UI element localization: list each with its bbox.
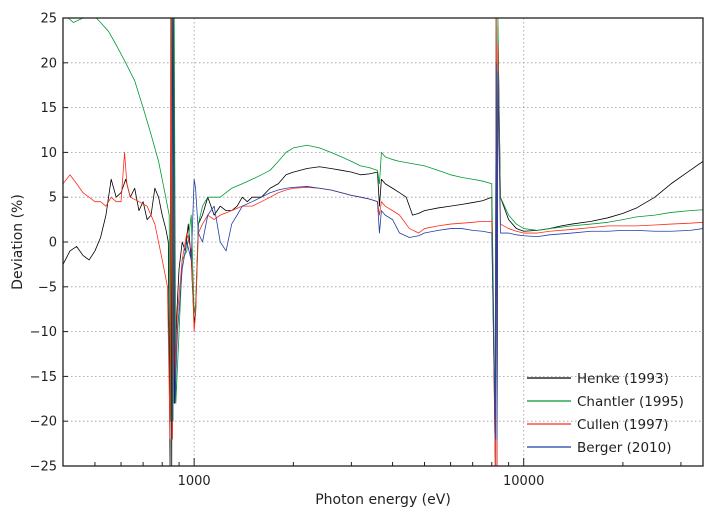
y-axis-title: Deviation (%) xyxy=(10,194,26,290)
series-line-cullen-1997 xyxy=(63,18,703,466)
legend-label-cullen-1997: Cullen (1997) xyxy=(577,417,669,433)
y-tick-label: −5 xyxy=(38,280,57,295)
grid-layer xyxy=(63,18,703,466)
y-tick-label: 0 xyxy=(49,236,57,251)
y-tick-label: 10 xyxy=(40,146,57,161)
y-tick-label: −20 xyxy=(30,415,57,430)
legend-label-chantler-1995: Chantler (1995) xyxy=(577,394,684,410)
x-tick-label: 10000 xyxy=(503,474,544,489)
y-tick-label: −15 xyxy=(30,370,57,385)
y-tick-labels: 25 20 15 10 5 0 −5 −10 −15 −20 −25 xyxy=(30,12,57,475)
series-line-berger-2010 xyxy=(172,18,703,440)
x-tick-labels: 1000 10000 xyxy=(178,474,545,489)
series-layer xyxy=(63,18,703,466)
legend: Henke (1993) Chantler (1995) Cullen (1997)… xyxy=(527,371,684,456)
y-tick-label: 5 xyxy=(49,191,57,206)
y-tick-label: −10 xyxy=(30,325,57,340)
y-tick-label: 25 xyxy=(40,12,57,27)
y-tick-label: 20 xyxy=(40,56,57,71)
x-axis-title: Photon energy (eV) xyxy=(315,492,451,508)
series-line-chantler-1995 xyxy=(67,18,703,422)
legend-label-berger-2010: Berger (2010) xyxy=(577,440,672,456)
tick-layer xyxy=(62,17,682,467)
y-tick-label: 15 xyxy=(40,101,57,116)
x-tick-label: 1000 xyxy=(178,474,211,489)
legend-label-henke-1993: Henke (1993) xyxy=(577,371,669,387)
y-tick-label: −25 xyxy=(30,460,57,475)
